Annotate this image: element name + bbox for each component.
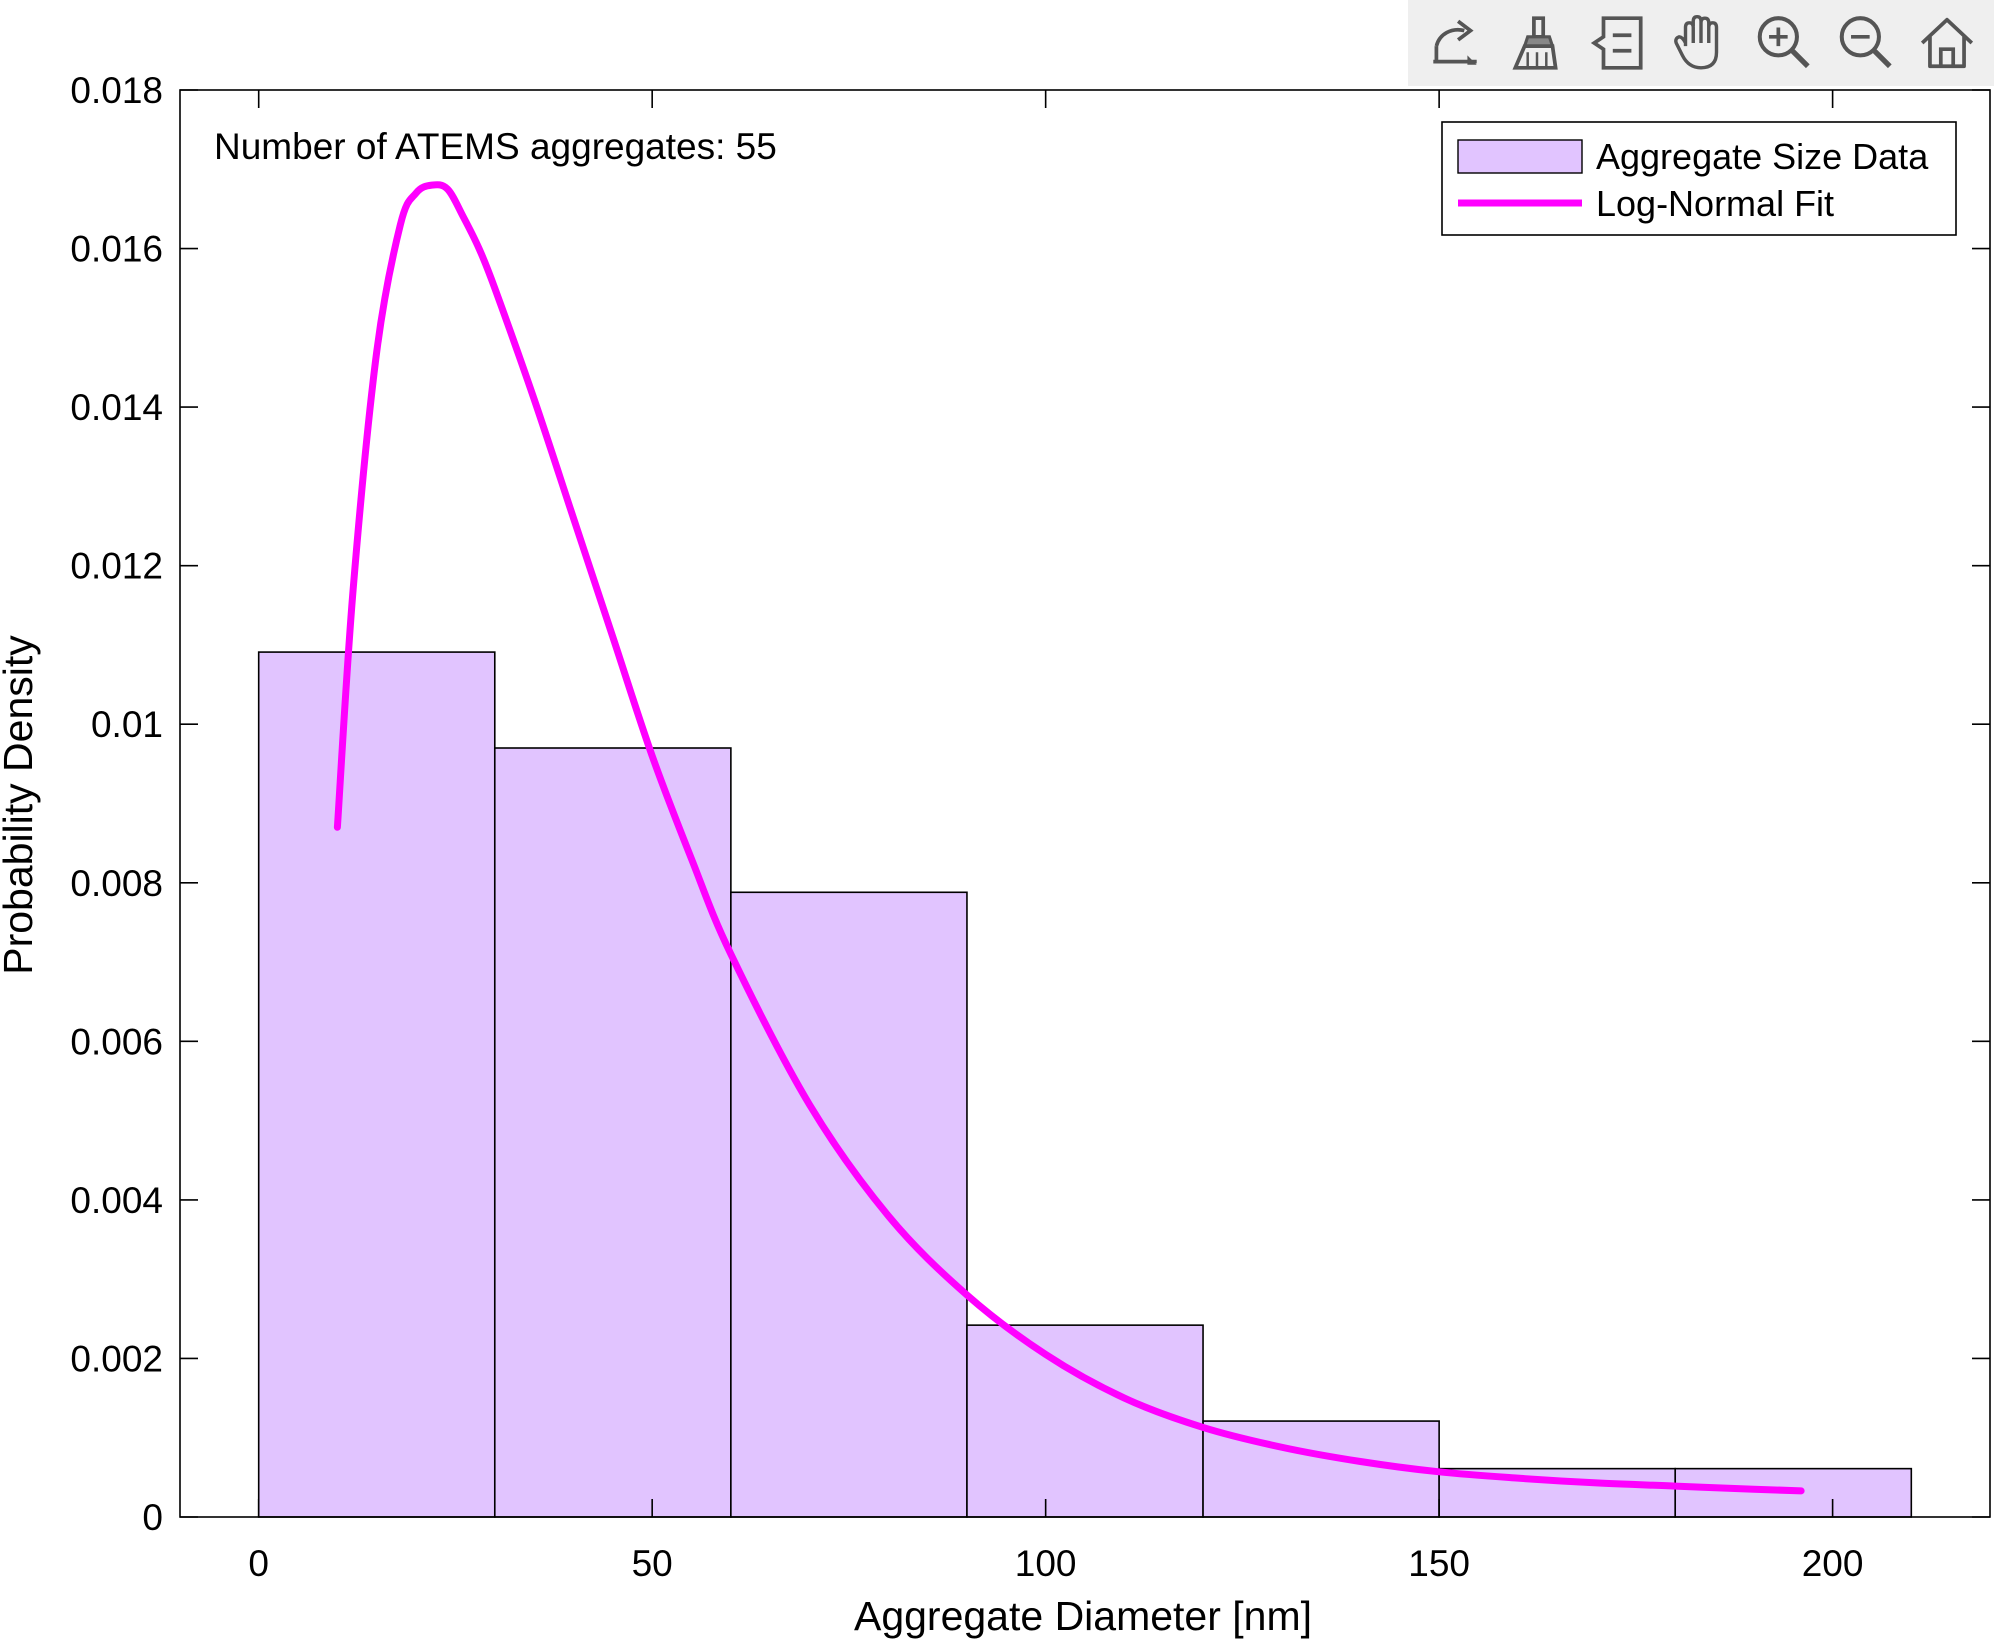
export-button[interactable] <box>1419 7 1491 79</box>
y-tick-label: 0.008 <box>70 863 163 904</box>
x-tick-label: 150 <box>1408 1543 1470 1584</box>
home-button[interactable] <box>1911 7 1983 79</box>
brush-icon <box>1512 16 1558 70</box>
y-tick-label: 0.004 <box>70 1180 163 1221</box>
axes-box <box>179 89 1991 1518</box>
zoom-out-icon <box>1839 16 1892 69</box>
y-tick-label: 0.006 <box>70 1021 163 1062</box>
brush-button[interactable] <box>1501 7 1573 79</box>
x-axis-label: Aggregate Diameter [nm] <box>854 1593 1312 1639</box>
figure-toolbar <box>1408 0 1994 86</box>
x-tick-label: 200 <box>1802 1543 1864 1584</box>
x-tick-label: 50 <box>632 1543 673 1584</box>
y-tick-label: 0.002 <box>70 1338 163 1379</box>
histogram-bar <box>493 747 732 1518</box>
zoom-out-button[interactable] <box>1829 7 1901 79</box>
y-tick-label: 0.016 <box>70 229 163 270</box>
y-tick-label: 0 <box>142 1497 163 1538</box>
histogram-bars <box>257 651 1913 1518</box>
legend: Aggregate Size Data Log-Normal Fit <box>1441 121 1957 236</box>
export-icon <box>1433 19 1477 65</box>
zoom-in-button[interactable] <box>1747 7 1819 79</box>
x-tick-label: 0 <box>248 1543 269 1584</box>
y-tick-label: 0.01 <box>91 704 163 745</box>
y-axis-label: Probability Density <box>0 635 41 975</box>
zoom-in-icon <box>1757 16 1810 69</box>
legend-label-histogram: Aggregate Size Data <box>1596 136 1929 177</box>
histogram-bar <box>966 1324 1204 1518</box>
legend-label-fit: Log-Normal Fit <box>1596 183 1834 224</box>
histogram-bar <box>730 891 968 1518</box>
y-tick-label: 0.018 <box>70 70 163 111</box>
x-tick-label: 100 <box>1015 1543 1077 1584</box>
axes: 0 50 100 150 200 0 0.002 0.004 0.006 0.008 0.01 0.0… <box>70 70 1991 1584</box>
histogram-bar <box>257 651 496 1518</box>
pan-button[interactable] <box>1665 7 1737 79</box>
home-icon <box>1920 17 1974 69</box>
legend-swatch-histogram <box>1457 139 1583 174</box>
lognormal-fit-line <box>333 181 1805 1495</box>
datatip-icon <box>1590 16 1643 70</box>
y-tick-label: 0.012 <box>70 546 163 587</box>
y-tick-label: 0.014 <box>70 387 163 428</box>
aggregate-count-annotation: Number of ATEMS aggregates: 55 <box>214 126 777 167</box>
datatip-button[interactable] <box>1583 7 1655 79</box>
hand-icon <box>1674 14 1719 70</box>
